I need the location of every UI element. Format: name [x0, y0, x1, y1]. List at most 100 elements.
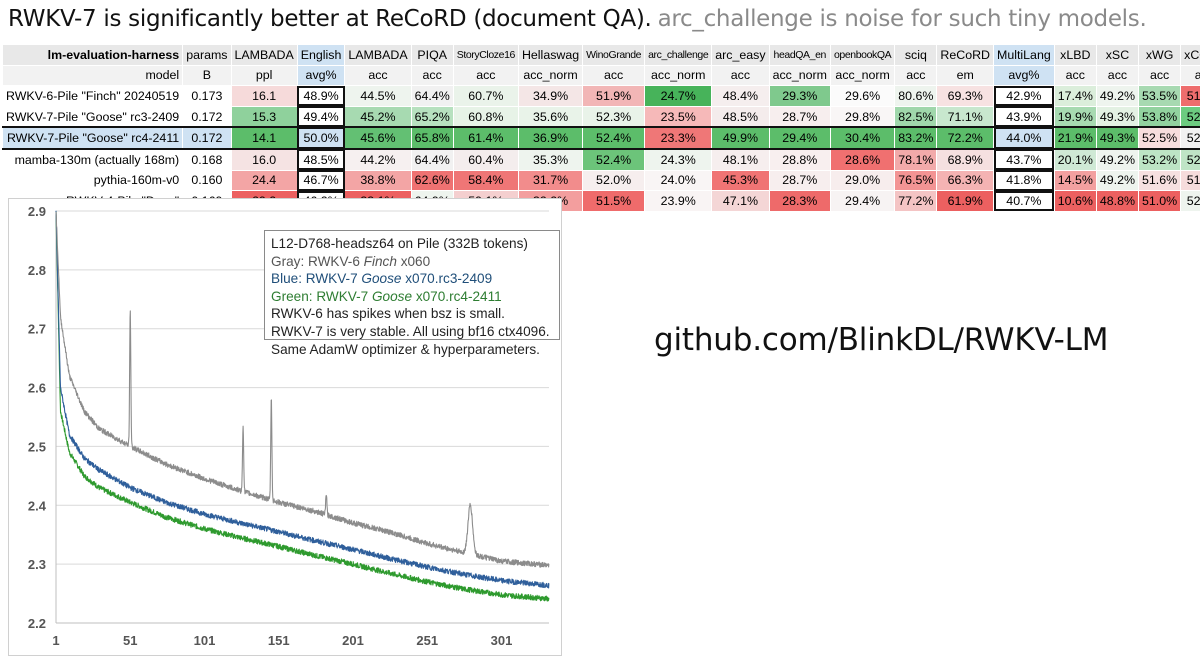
table-cell: 61.4% [452, 126, 519, 150]
y-tick-label: 2.4 [28, 498, 47, 513]
legend-note-2: RWKV-7 is very stable. All using bf16 ct… [271, 323, 550, 339]
table-cell: 53.2% [1138, 148, 1182, 171]
table-cell: 10.6% [1053, 190, 1097, 212]
y-tick-label: 2.7 [28, 322, 46, 337]
table-cell: 65.8% [410, 126, 454, 150]
repo-link[interactable]: github.com/BlinkDL/RWKV-LM [654, 322, 1109, 358]
table-cell: 28.6% [829, 148, 896, 171]
table-cell: 69.3% [936, 85, 994, 107]
table-cell: 40.7% [993, 190, 1055, 212]
table-cell: 29.3% [768, 85, 831, 107]
model-name: RWKV-6-Pile "Finch" 20240519 [1, 85, 184, 107]
table-body: RWKV-6-Pile "Finch" 20240519 0.173 16.1 48.… [1, 85, 1200, 212]
x-tick-label: 51 [123, 633, 137, 648]
table-cell: 51.0% [1138, 190, 1182, 212]
table-header-row: lm-evaluation-harness params LAMBADA Engli… [1, 44, 1200, 66]
table-cell: 52.0% [582, 169, 646, 192]
table-cell: 82.5% [894, 105, 938, 128]
legend-green: Green: RWKV-7 Goose x070.rc4-2411 [271, 288, 553, 306]
table-cell: 48.5% [711, 105, 770, 128]
legend-gray-prefix: Gray: RWKV-6 [271, 253, 364, 269]
results-table: lm-evaluation-harness params LAMBADA Engli… [1, 44, 1200, 212]
table-cell: 0.172 [182, 105, 232, 128]
table-cell: 29.4% [768, 126, 831, 150]
column-header: StoryCloze16 [452, 44, 519, 66]
harness-label: lm-evaluation-harness [1, 44, 184, 66]
table-cell: 49.3% [1095, 126, 1140, 150]
table-cell: 44.2% [344, 148, 412, 171]
table-cell: 43.7% [993, 148, 1055, 171]
series-line [55, 211, 550, 568]
x-tick-label: 301 [491, 633, 513, 648]
x-tick-label: 101 [194, 633, 216, 648]
column-header: LAMBADA [230, 44, 298, 66]
table-cell: 48.4% [711, 85, 770, 107]
column-header: ReCoRD [936, 44, 994, 66]
table-cell: 64.4% [410, 85, 454, 107]
column-metric: acc [344, 64, 412, 87]
table-cell: 0.160 [182, 169, 232, 192]
table-cell: 30.4% [829, 126, 896, 150]
table-cell: 14.1 [230, 126, 298, 150]
table-cell: 0.172 [182, 126, 232, 150]
table-cell: 62.6% [410, 169, 454, 192]
table-cell: 49.2% [1095, 85, 1140, 107]
y-tick-label: 2.8 [28, 263, 46, 278]
column-header: headQA_en [768, 44, 831, 66]
table-cell: 60.7% [452, 85, 519, 107]
column-metric: acc_norm [517, 64, 584, 87]
column-metric: acc [1053, 64, 1097, 87]
column-metric: acc_norm [644, 64, 713, 87]
table-cell: 53.5% [1138, 85, 1182, 107]
table-cell: 53.8% [1138, 105, 1182, 128]
table-cell: 29.8% [829, 105, 896, 128]
table-cell: 77.2% [894, 190, 938, 212]
x-tick-label: 201 [342, 633, 364, 648]
table-cell: 35.3% [517, 148, 584, 171]
table-cell: 23.3% [644, 126, 713, 150]
table-cell: 31.7% [517, 169, 584, 192]
table-row: RWKV-7-Pile "Goose" rc3-2409 0.172 15.3 49.… [1, 105, 1200, 128]
column-metric: acc_norm [768, 64, 831, 87]
table-cell: 52.3% [1180, 190, 1200, 212]
legend-note-1: RWKV-6 has spikes when bsz is small. [271, 306, 505, 322]
table-cell: 52.4% [582, 126, 646, 150]
table-cell: 45.3% [711, 169, 770, 192]
table-row: RWKV-6-Pile "Finch" 20240519 0.173 16.1 48.… [1, 85, 1200, 107]
table-cell: 52.4% [1180, 148, 1200, 171]
table-cell: 43.9% [993, 105, 1055, 128]
table-cell: 36.9% [517, 126, 584, 150]
table-cell: 0.173 [182, 85, 232, 107]
legend-blue-suffix: x070.rc3-2409 [401, 271, 493, 287]
column-header: params [182, 44, 232, 66]
table-cell: 29.4% [829, 190, 896, 212]
column-metric: acc [894, 64, 938, 87]
table-cell: 49.2% [1095, 169, 1140, 192]
table-cell: 58.4% [452, 169, 519, 192]
table-cell: 23.5% [644, 105, 713, 128]
headline-main: RWKV-7 is significantly better at ReCoRD… [8, 6, 652, 32]
table-cell: 60.8% [452, 105, 519, 128]
headline: RWKV-7 is significantly better at ReCoRD… [8, 6, 1147, 38]
table-cell: 42.9% [993, 85, 1055, 107]
y-tick-label: 2.3 [28, 557, 46, 572]
table-cell: 41.8% [993, 169, 1055, 192]
table-cell: 80.6% [894, 85, 938, 107]
column-metric: acc [410, 64, 454, 87]
table-cell: 50.0% [296, 126, 346, 150]
table-cell: 83.2% [894, 126, 938, 150]
table-cell: 17.4% [1053, 85, 1097, 107]
table-cell: 16.1 [230, 85, 298, 107]
legend-green-suffix: x070.rc4-2411 [412, 288, 502, 304]
table-cell: 21.9% [1053, 126, 1097, 150]
table-cell: 72.2% [936, 126, 994, 150]
table-cell: 28.7% [768, 105, 831, 128]
table-cell: 60.4% [452, 148, 519, 171]
table-cell: 48.9% [296, 85, 346, 107]
table-cell: 0.168 [182, 148, 232, 171]
table-cell: 71.1% [936, 105, 994, 128]
table-cell: 47.1% [711, 190, 770, 212]
column-header: xCOPA [1180, 44, 1200, 66]
column-header: English [296, 44, 346, 66]
